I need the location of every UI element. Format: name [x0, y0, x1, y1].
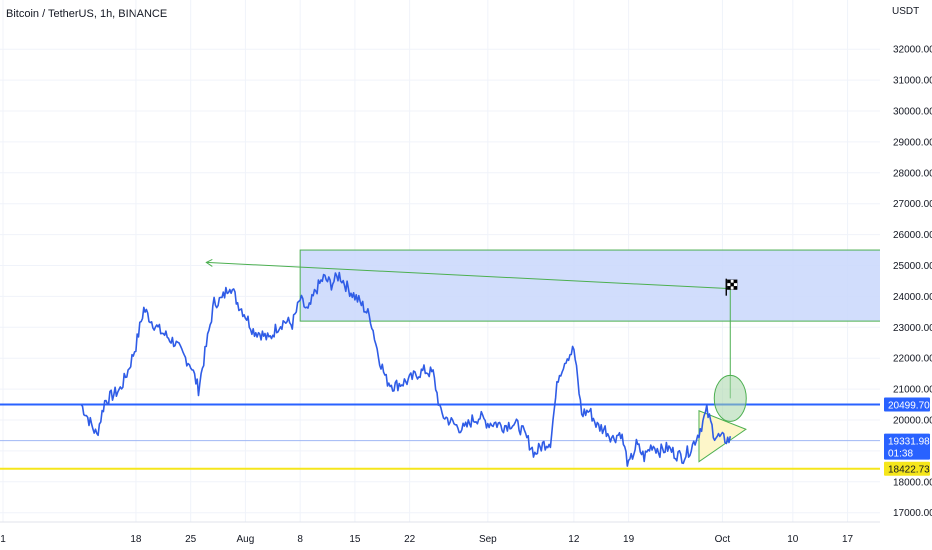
chart-title: Bitcoin / TetherUS, 1h, BINANCE [6, 8, 168, 20]
flag-square [730, 286, 735, 290]
time-axis-label: 1 [0, 534, 6, 545]
current-price-tag-text: 01:38 [888, 449, 913, 460]
trend-arrow-head [205, 258, 213, 267]
annotation-arrows[interactable] [205, 258, 747, 422]
price-axis-label: 20000.00 [893, 416, 932, 427]
price-axis-label: 28000.00 [893, 168, 932, 179]
price-axis-label: 25000.00 [893, 261, 932, 272]
price-axis-label: 23000.00 [893, 323, 932, 334]
flag-square [730, 282, 735, 287]
price-axis-label: 27000.00 [893, 199, 932, 210]
time-axis-label: Oct [715, 534, 731, 545]
flag-square [733, 279, 738, 284]
resistance-price-tag-bg [884, 397, 930, 412]
time-axis[interactable]: 1 18 25 Aug 8 15 22 Sep 12 19 Oct 10 17 [0, 521, 880, 545]
price-axis-label: 18000.00 [893, 477, 932, 488]
time-axis-label: 19 [623, 534, 635, 545]
price-axis-label: 21000.00 [893, 385, 932, 396]
time-axis-label: 25 [185, 534, 197, 545]
price-axis-label: 22000.00 [893, 354, 932, 365]
time-axis-label: Aug [237, 534, 255, 545]
support-price-tag-text: 18422.73 [888, 465, 930, 476]
price-axis-label: 31000.00 [893, 76, 932, 87]
price-axis-label: 32000.00 [893, 45, 932, 56]
price-axis-label: 24000.00 [893, 292, 932, 303]
resistance-price-tag-text: 20499.70 [888, 401, 930, 412]
flag-square [730, 279, 735, 284]
support-price-tag-bg [884, 461, 930, 476]
current-price-tag-text: 19331.98 [888, 437, 930, 448]
time-axis-label: 15 [349, 534, 361, 545]
price-axis-currency: USDT [892, 6, 919, 17]
time-axis-label: 17 [842, 534, 854, 545]
trend-arrow-line[interactable] [206, 261, 731, 290]
target-circle[interactable] [713, 374, 747, 422]
price-series-line [80, 271, 732, 467]
price-levels[interactable] [0, 403, 880, 470]
price-axis-label: 30000.00 [893, 107, 932, 118]
time-axis-label: 8 [297, 534, 303, 545]
current-price-tag-bg [884, 433, 930, 460]
flag-square [733, 282, 738, 287]
checkered-flag-icon [725, 278, 738, 296]
price-axis-label: 26000.00 [893, 230, 932, 241]
time-axis-label: Sep [479, 534, 497, 545]
flag-square [727, 286, 731, 290]
resistance-price-tag: 20499.70 [884, 397, 930, 412]
price-line [80, 271, 732, 467]
time-axis-label: 22 [404, 534, 416, 545]
target-zone-rect[interactable] [299, 249, 888, 322]
time-axis-label: 18 [130, 534, 142, 545]
time-axis-label: 10 [787, 534, 799, 545]
flag-square [727, 282, 731, 287]
flag-square [733, 286, 738, 290]
flag-square [727, 279, 731, 284]
price-axis-label: 29000.00 [893, 137, 932, 148]
price-axis-label: 17000.00 [893, 508, 932, 519]
target-zone[interactable] [299, 249, 888, 322]
time-axis-label: 12 [568, 534, 580, 545]
support-price-tag: 18422.73 [884, 461, 930, 476]
